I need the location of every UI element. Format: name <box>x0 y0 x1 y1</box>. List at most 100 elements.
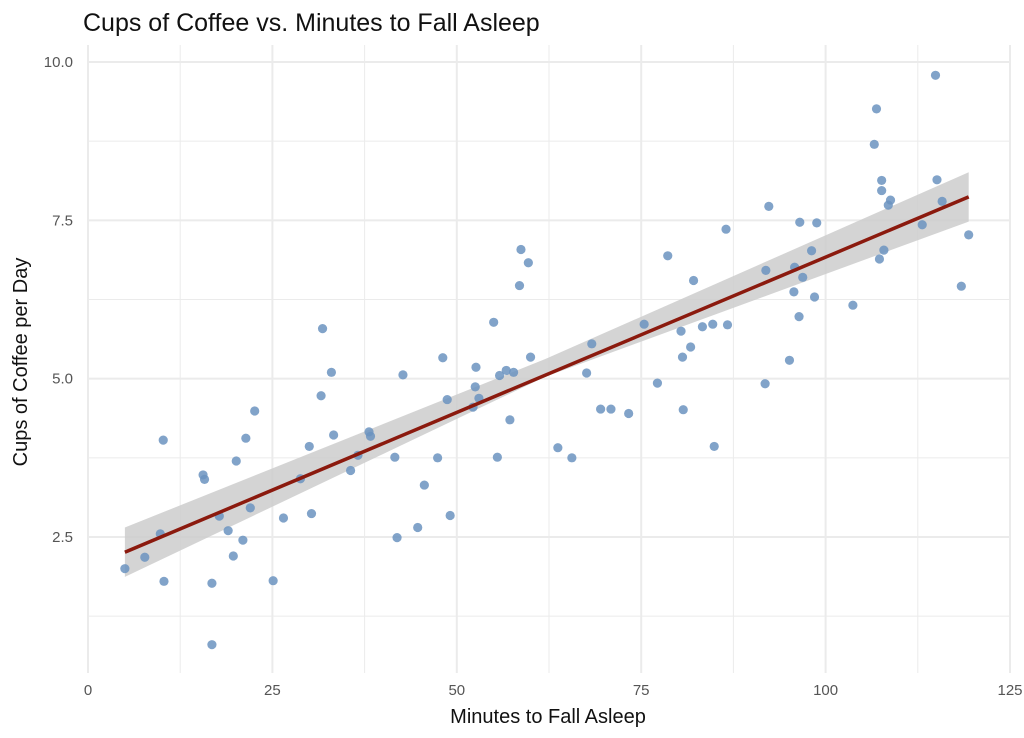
data-point <box>223 526 233 536</box>
data-point <box>795 217 805 227</box>
trend-line <box>124 195 970 554</box>
data-point <box>317 324 328 334</box>
data-point <box>494 370 505 381</box>
data-point <box>489 317 499 327</box>
data-point <box>345 465 356 476</box>
data-point <box>677 352 688 362</box>
data-point <box>492 452 502 462</box>
data-point <box>871 104 882 114</box>
data-point <box>390 452 400 462</box>
data-point <box>877 185 887 196</box>
data-point <box>760 379 770 389</box>
data-point <box>956 281 966 291</box>
data-point <box>794 312 804 322</box>
data-point <box>937 196 947 206</box>
data-point <box>268 576 278 586</box>
data-point <box>419 480 429 490</box>
data-point <box>398 370 408 380</box>
data-point <box>596 404 606 414</box>
data-point <box>688 275 699 286</box>
x-axis-title: Minutes to Fall Asleep <box>450 706 646 728</box>
data-point <box>278 513 289 523</box>
data-point <box>365 431 376 441</box>
data-point <box>812 218 822 228</box>
data-point <box>678 405 688 415</box>
data-point <box>885 195 896 205</box>
data-point <box>809 292 820 302</box>
data-point <box>445 510 455 521</box>
data-point <box>159 576 169 586</box>
data-point <box>514 280 525 291</box>
data-point <box>304 441 314 452</box>
data-point <box>606 404 616 414</box>
data-point <box>806 246 817 256</box>
data-point <box>708 319 718 329</box>
data-point <box>228 551 238 561</box>
data-point <box>329 430 339 440</box>
data-point <box>709 441 719 452</box>
data-point <box>721 224 731 234</box>
data-point <box>663 251 673 261</box>
y-tick-label: 5.0 <box>52 371 73 388</box>
data-point <box>120 564 130 574</box>
data-point <box>761 265 771 275</box>
x-tick-label: 100 <box>813 682 838 699</box>
data-point <box>567 453 577 463</box>
y-axis-title: Cups of Coffee per Day <box>10 258 32 467</box>
data-point <box>652 378 663 388</box>
data-point <box>505 415 515 425</box>
data-point <box>508 367 519 377</box>
x-tick-label: 75 <box>633 682 650 699</box>
data-point <box>438 353 448 363</box>
data-point <box>917 220 927 230</box>
data-point <box>238 535 248 545</box>
data-points <box>120 70 974 650</box>
data-point <box>930 70 941 80</box>
data-point <box>250 406 260 416</box>
data-point <box>231 456 241 466</box>
chart-title: Cups of Coffee vs. Minutes to Fall Aslee… <box>83 9 540 37</box>
data-point <box>241 433 251 443</box>
data-point <box>964 230 974 240</box>
data-point <box>516 244 526 255</box>
data-point <box>624 408 634 419</box>
data-point <box>470 382 480 392</box>
grid-lines <box>87 45 1011 673</box>
data-point <box>207 578 217 588</box>
y-tick-label: 7.5 <box>52 212 73 229</box>
data-point <box>433 453 443 463</box>
data-point <box>582 368 592 378</box>
data-point <box>877 175 887 186</box>
data-point <box>722 320 733 330</box>
data-point <box>764 201 774 211</box>
data-point <box>639 319 649 329</box>
data-point <box>874 254 885 264</box>
x-tick-label: 125 <box>997 682 1022 699</box>
data-point <box>199 474 210 484</box>
data-point <box>413 522 423 533</box>
data-point <box>245 503 255 513</box>
data-point <box>442 394 452 405</box>
x-tick-labels: 0 25 50 75 100 125 <box>84 682 1023 699</box>
data-point <box>932 175 942 185</box>
data-point <box>784 355 795 365</box>
x-tick-label: 25 <box>264 682 281 699</box>
data-point <box>523 258 533 268</box>
x-tick-label: 50 <box>448 682 465 699</box>
trend-line-layer <box>124 195 970 554</box>
data-point <box>697 322 708 332</box>
data-point <box>326 367 337 377</box>
data-point <box>392 533 402 543</box>
data-point <box>316 391 326 401</box>
data-point <box>553 443 563 453</box>
data-point <box>848 300 858 310</box>
data-point <box>306 508 317 519</box>
data-point <box>207 640 217 650</box>
data-point <box>798 272 808 282</box>
data-point <box>869 139 879 149</box>
data-point <box>879 245 889 255</box>
data-point <box>158 435 168 445</box>
data-point <box>471 362 481 372</box>
